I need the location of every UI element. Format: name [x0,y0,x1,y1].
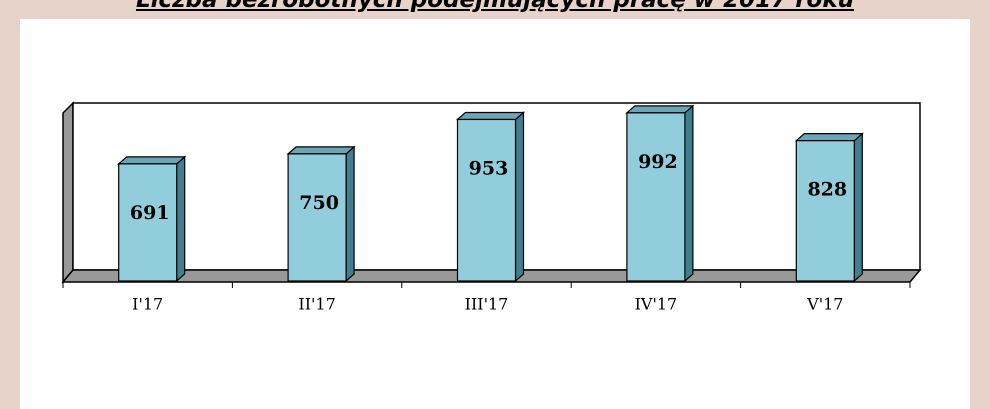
bar-top [794,133,864,142]
bar-top [455,111,526,121]
bar [626,112,686,282]
x-tick-label: II'17 [298,295,335,314]
bar-side [684,104,694,283]
value-label: 828 [807,179,847,201]
bar-top [117,156,187,165]
bar-top [286,146,356,155]
x-tick-label: V'17 [806,295,843,314]
bar-side [853,132,863,283]
bar [118,163,178,282]
chart-title: Liczba bezrobotnych podejmujących pracę … [135,0,855,13]
bar-side [176,155,186,283]
bar-side [345,145,355,283]
bar [795,140,855,282]
value-label: 992 [638,151,678,173]
side-wall [62,101,74,285]
value-label: 750 [299,192,339,214]
value-label: 691 [130,202,170,224]
bar [287,153,347,282]
x-tick-label: I'17 [132,295,163,314]
bar-side [514,111,525,283]
x-tick-label: III'17 [465,295,509,314]
x-tick-label: IV'17 [635,295,678,314]
bar-top [625,105,695,114]
value-label: 953 [469,157,509,179]
bar [456,118,517,282]
